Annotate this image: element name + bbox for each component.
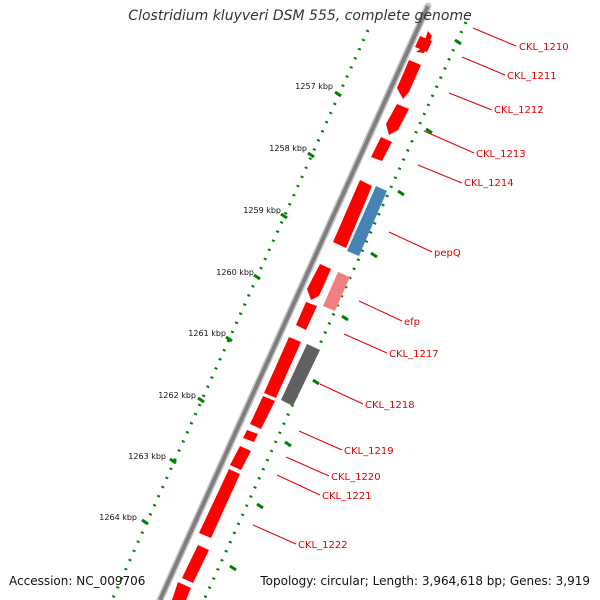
gene-track [172, 31, 432, 600]
kbp-label: 1262 kbp [158, 391, 196, 400]
kbp-labels: 1257 kbp 1258 kbp 1259 kbp 1260 kbp 1261… [99, 82, 333, 522]
kbp-tick-1257 [334, 90, 342, 98]
gene-arrow-efp-a[interactable] [307, 264, 331, 300]
kbp-tick-1262 [197, 396, 205, 404]
inner-tick [229, 564, 237, 572]
inner-ticks [229, 38, 462, 572]
kbp-tick-1258 [307, 151, 315, 159]
gene-arrow-ckl-1221[interactable] [199, 469, 240, 538]
kbp-label: 1261 kbp [188, 329, 226, 338]
gene-label-ckl-1218[interactable]: CKL_1218 [365, 400, 415, 411]
gene-arrow-ckl-1211[interactable] [397, 60, 421, 99]
leader-ckl-1218 [319, 383, 364, 405]
leader-ckl-1220 [285, 456, 330, 477]
kbp-label: 1257 kbp [295, 82, 333, 91]
leader-pepq [388, 231, 433, 253]
gene-arrow-ckl-1218b[interactable] [250, 396, 275, 429]
leader-ckl-1212 [448, 92, 493, 111]
inner-tick [454, 38, 462, 46]
inner-tick [341, 314, 349, 322]
gene-label-efp[interactable]: efp [404, 317, 420, 328]
inner-tick [284, 440, 292, 448]
leader-ckl-1214 [417, 164, 463, 184]
gene-arrow-ckl-1220[interactable] [230, 446, 251, 470]
leader-ckl-1219 [298, 430, 343, 451]
gene-arrow-ckl-1217[interactable] [296, 302, 317, 330]
kbp-tick-1260 [253, 273, 261, 281]
gene-arrow-ckl-1212[interactable] [386, 104, 409, 135]
genome-summary-text: Topology: circular; Length: 3,964,618 bp… [260, 574, 590, 588]
gene-label-ckl-1221[interactable]: CKL_1221 [322, 491, 372, 502]
accession-text: Accession: NC_009706 [9, 574, 146, 588]
gene-labels: CKL_1210 CKL_1211 CKL_1212 CKL_1213 CKL_… [298, 42, 569, 551]
kbp-tick-1264 [141, 518, 149, 526]
gene-arrow[interactable] [416, 31, 432, 53]
kbp-label: 1259 kbp [243, 206, 281, 215]
backbone [158, 5, 430, 600]
leader-ckl-1210 [472, 27, 517, 47]
kbp-label: 1258 kbp [269, 144, 307, 153]
gene-label-ckl-1210[interactable]: CKL_1210 [519, 42, 569, 53]
kbp-tick-1263 [169, 457, 177, 465]
map-title: Clostridium kluyveri DSM 555, complete g… [128, 8, 472, 24]
gene-label-ckl-1220[interactable]: CKL_1220 [331, 472, 381, 483]
kbp-tick-1261 [225, 335, 233, 343]
gene-arrow-ckl-1214[interactable] [333, 180, 372, 248]
gene-arrow-bottom[interactable] [172, 582, 191, 600]
gene-arrow-ckl-1218[interactable] [281, 344, 320, 406]
gene-label-ckl-1213[interactable]: CKL_1213 [476, 149, 526, 160]
gene-arrow-pepq[interactable] [347, 186, 387, 256]
outer-dotted-ring [110, 29, 370, 600]
leader-ckl-1221 [276, 474, 321, 496]
label-leaders [252, 27, 517, 545]
gene-arrow-ckl-1222[interactable] [182, 545, 209, 583]
kbp-label: 1260 kbp [216, 268, 254, 277]
gene-arrow-efp[interactable] [323, 272, 350, 311]
gene-label-ckl-1219[interactable]: CKL_1219 [344, 446, 394, 457]
gene-arrow-ckl-1217b[interactable] [264, 337, 301, 398]
kbp-label: 1264 kbp [99, 513, 137, 522]
inner-tick [397, 189, 405, 197]
gene-label-ckl-1214[interactable]: CKL_1214 [464, 178, 514, 189]
leader-ckl-1217 [343, 333, 388, 354]
inner-tick [256, 502, 264, 510]
inner-tick [312, 378, 320, 386]
leader-ckl-1213 [423, 130, 475, 154]
gene-arrow-ckl-1213[interactable] [371, 137, 392, 161]
kbp-ticks [141, 90, 342, 526]
gene-label-ckl-1222[interactable]: CKL_1222 [298, 540, 348, 551]
leader-ckl-1211 [461, 56, 506, 76]
gene-label-ckl-1217[interactable]: CKL_1217 [389, 349, 439, 360]
gene-arrow-ckl-1210[interactable] [415, 36, 432, 52]
gene-label-ckl-1212[interactable]: CKL_1212 [494, 105, 544, 116]
gene-label-pepq[interactable]: pepQ [434, 248, 461, 259]
leader-efp [358, 300, 403, 322]
kbp-label: 1263 kbp [128, 452, 166, 461]
inner-tick [425, 127, 433, 135]
kbp-tick-1259 [280, 212, 288, 220]
leader-ckl-1222 [252, 524, 297, 545]
gene-label-ckl-1211[interactable]: CKL_1211 [507, 71, 557, 82]
inner-tick [370, 251, 378, 259]
gene-arrow-ckl-1219[interactable] [243, 430, 258, 442]
